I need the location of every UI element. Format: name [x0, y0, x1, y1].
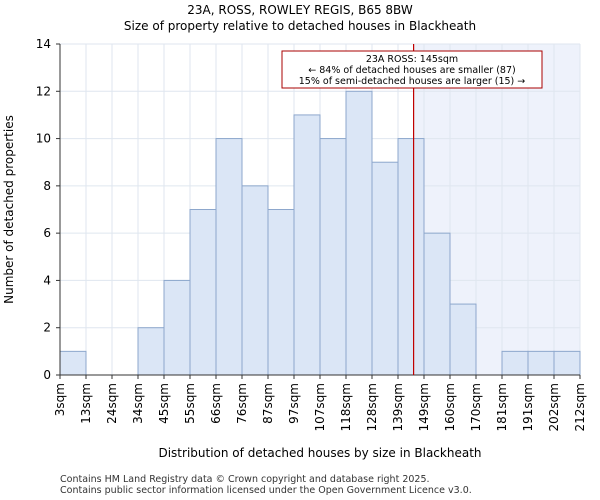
y-tick-label: 12 [36, 84, 51, 98]
y-tick-label: 4 [43, 273, 51, 287]
histogram-bar [397, 138, 425, 376]
plot-area: 0 2 4 6 8 10 12 14 3sqm 13sqm 24sqm 34sqm 45sqm 55sqm… [2, 37, 587, 460]
x-tick-label: 87sqm [261, 383, 275, 424]
x-tick-label: 76sqm [235, 383, 249, 424]
histogram-bar [345, 90, 373, 376]
y-tick-label: 0 [43, 368, 51, 382]
y-axis-label: Number of detached properties [2, 115, 16, 304]
x-tick-label: 212sqm [573, 383, 587, 431]
x-tick-label: 128sqm [365, 383, 379, 431]
x-tick-label: 66sqm [209, 383, 223, 424]
x-tick-label: 107sqm [313, 383, 327, 431]
histogram-bar [267, 209, 295, 376]
y-tick-label: 14 [36, 37, 51, 51]
footer-licence: Contains public sector information licen… [60, 485, 472, 496]
histogram-bar [293, 114, 321, 376]
annotation-text-line: 15% of semi-detached houses are larger (… [299, 76, 526, 87]
annotation-text-line: ← 84% of detached houses are smaller (87… [308, 65, 515, 76]
x-axis-label: Distribution of detached houses by size … [158, 446, 481, 460]
x-tick-label: 170sqm [469, 383, 483, 431]
x-tick-label: 149sqm [417, 383, 431, 431]
x-tick-label: 55sqm [183, 383, 197, 424]
x-tick-label: 24sqm [105, 383, 119, 424]
histogram-bar [371, 161, 399, 376]
histogram-bar [449, 303, 477, 376]
histogram-bar [241, 185, 269, 376]
x-tick-label: 45sqm [157, 383, 171, 424]
histogram-bar [553, 350, 581, 376]
histogram-bar [137, 327, 165, 376]
y-tick-label: 2 [43, 321, 51, 335]
histogram-bar [189, 209, 217, 376]
annotation-box [281, 50, 543, 89]
y-tick-label: 8 [43, 179, 51, 193]
x-tick-label: 191sqm [521, 383, 535, 431]
histogram-chart: 0 2 4 6 8 10 12 14 3sqm 13sqm 24sqm 34sqm 45sqm 55sqm… [2, 37, 587, 460]
histogram-bar [501, 350, 529, 376]
y-tick-label: 10 [36, 132, 51, 146]
x-tick-label: 34sqm [131, 383, 145, 424]
histogram-bar [215, 138, 243, 376]
annotation-text-line: 23A ROSS: 145sqm [366, 54, 458, 65]
x-tick-label: 181sqm [495, 383, 509, 431]
x-tick-label: 97sqm [287, 383, 301, 424]
histogram-bar [423, 232, 451, 376]
x-tick-label: 13sqm [79, 383, 93, 424]
x-tick-label: 202sqm [547, 383, 561, 431]
histogram-bar [527, 350, 555, 376]
chart-title: Size of property relative to detached ho… [123, 19, 477, 33]
histogram-bar [163, 279, 191, 376]
x-tick-label: 118sqm [339, 383, 353, 431]
x-tick-label: 139sqm [391, 383, 405, 431]
x-tick-label: 160sqm [443, 383, 457, 431]
footer-copyright: Contains HM Land Registry data © Crown c… [60, 474, 430, 485]
histogram-bar [59, 350, 87, 376]
y-tick-label: 6 [43, 226, 51, 240]
histogram-bar [319, 138, 347, 376]
x-tick-label: 3sqm [53, 383, 67, 416]
chart-title-address: 23A, ROSS, ROWLEY REGIS, B65 8BW [187, 3, 413, 17]
